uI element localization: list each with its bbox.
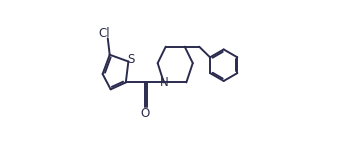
Text: N: N	[159, 76, 168, 89]
Text: Cl: Cl	[98, 27, 110, 40]
Text: O: O	[140, 107, 149, 120]
Text: S: S	[127, 53, 134, 66]
